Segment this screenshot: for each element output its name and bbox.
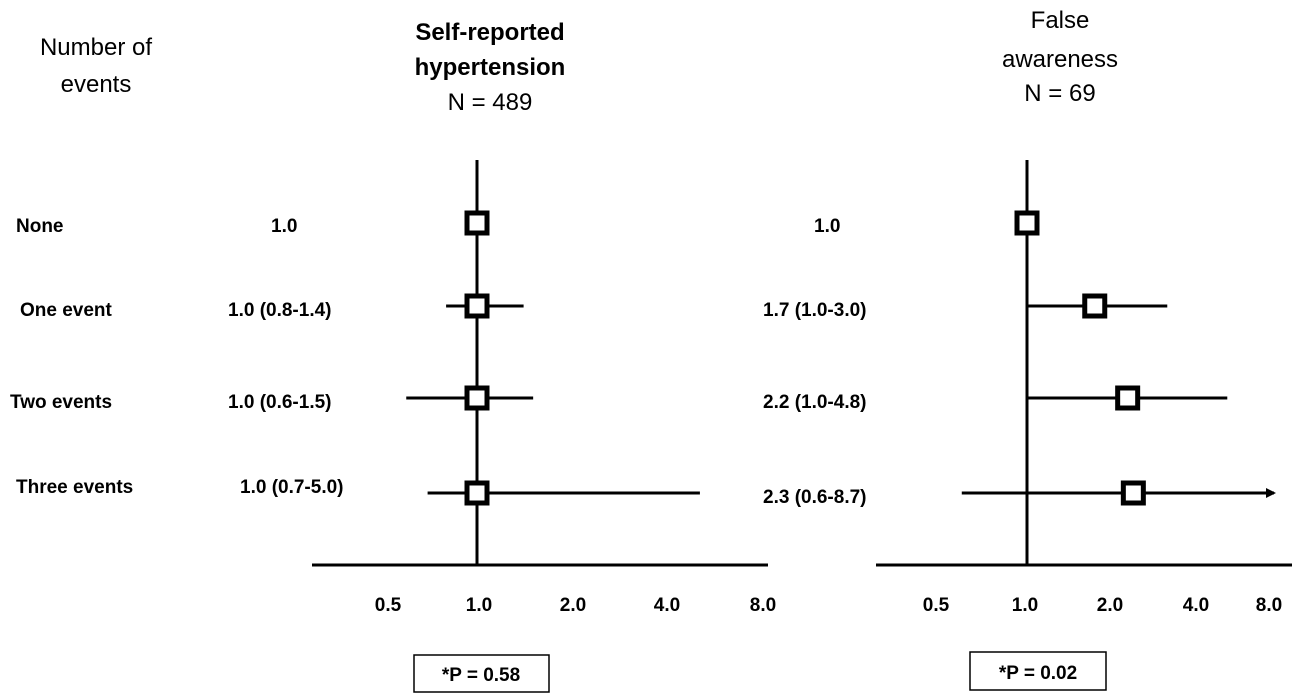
right-estimate-two-events: 2.2 (1.0-4.8) — [763, 392, 867, 413]
left-panel-title-line1: Self-reported — [415, 19, 564, 46]
right-or-marker-two-events — [1115, 385, 1141, 411]
left-or-marker-one-event — [464, 293, 490, 319]
left-x-tick-label: 0.5 — [375, 595, 402, 616]
right-x-tick-label: 1.0 — [1012, 595, 1038, 616]
row-header-line2: events — [61, 71, 132, 98]
row-header-line1: Number of — [40, 34, 152, 61]
right-panel-marks — [961, 210, 1276, 506]
right-panel-title-line3: N = 69 — [1024, 80, 1095, 107]
left-panel-title-line3: N = 489 — [448, 89, 533, 116]
right-x-tick-label: 8.0 — [1256, 595, 1282, 616]
right-x-tick-label: 2.0 — [1097, 595, 1123, 616]
row-label-three-events: Three events — [16, 477, 133, 498]
left-or-marker-two-events — [464, 385, 490, 411]
left-x-tick-label: 1.0 — [466, 595, 492, 616]
left-x-tick-label: 4.0 — [654, 595, 680, 616]
right-or-marker-three-events — [1120, 480, 1146, 506]
left-panel-title-line2: hypertension — [415, 54, 566, 81]
left-x-tick-label: 8.0 — [750, 595, 776, 616]
right-panel-title-line1: False — [1031, 7, 1090, 34]
right-p-value-box — [969, 651, 1107, 691]
right-estimate-none: 1.0 — [814, 216, 840, 237]
right-panel-title-line2: awareness — [1002, 46, 1118, 73]
left-estimate-one-event: 1.0 (0.8-1.4) — [228, 300, 332, 321]
row-label-two-events: Two events — [10, 392, 112, 413]
left-or-marker-none — [464, 210, 490, 236]
right-estimate-one-event: 1.7 (1.0-3.0) — [763, 300, 867, 321]
left-p-value-box — [413, 654, 550, 693]
right-p-value-label: *P = 0.02 — [999, 663, 1077, 684]
right-x-tick-label: 4.0 — [1183, 595, 1209, 616]
left-x-tick-label: 2.0 — [560, 595, 586, 616]
left-panel-marks — [406, 210, 700, 506]
row-label-none: None — [16, 216, 64, 237]
row-label-one-event: One event — [20, 300, 113, 321]
right-or-marker-one-event — [1082, 293, 1108, 319]
left-estimate-none: 1.0 — [271, 216, 297, 237]
right-or-marker-none — [1014, 210, 1040, 236]
left-or-marker-three-events — [464, 480, 490, 506]
right-estimate-three-events: 2.3 (0.6-8.7) — [763, 487, 867, 508]
left-estimate-two-events: 1.0 (0.6-1.5) — [228, 392, 332, 413]
left-estimate-three-events: 1.0 (0.7-5.0) — [240, 477, 344, 498]
right-x-tick-label: 0.5 — [923, 595, 950, 616]
left-p-value-label: *P = 0.58 — [442, 665, 520, 686]
